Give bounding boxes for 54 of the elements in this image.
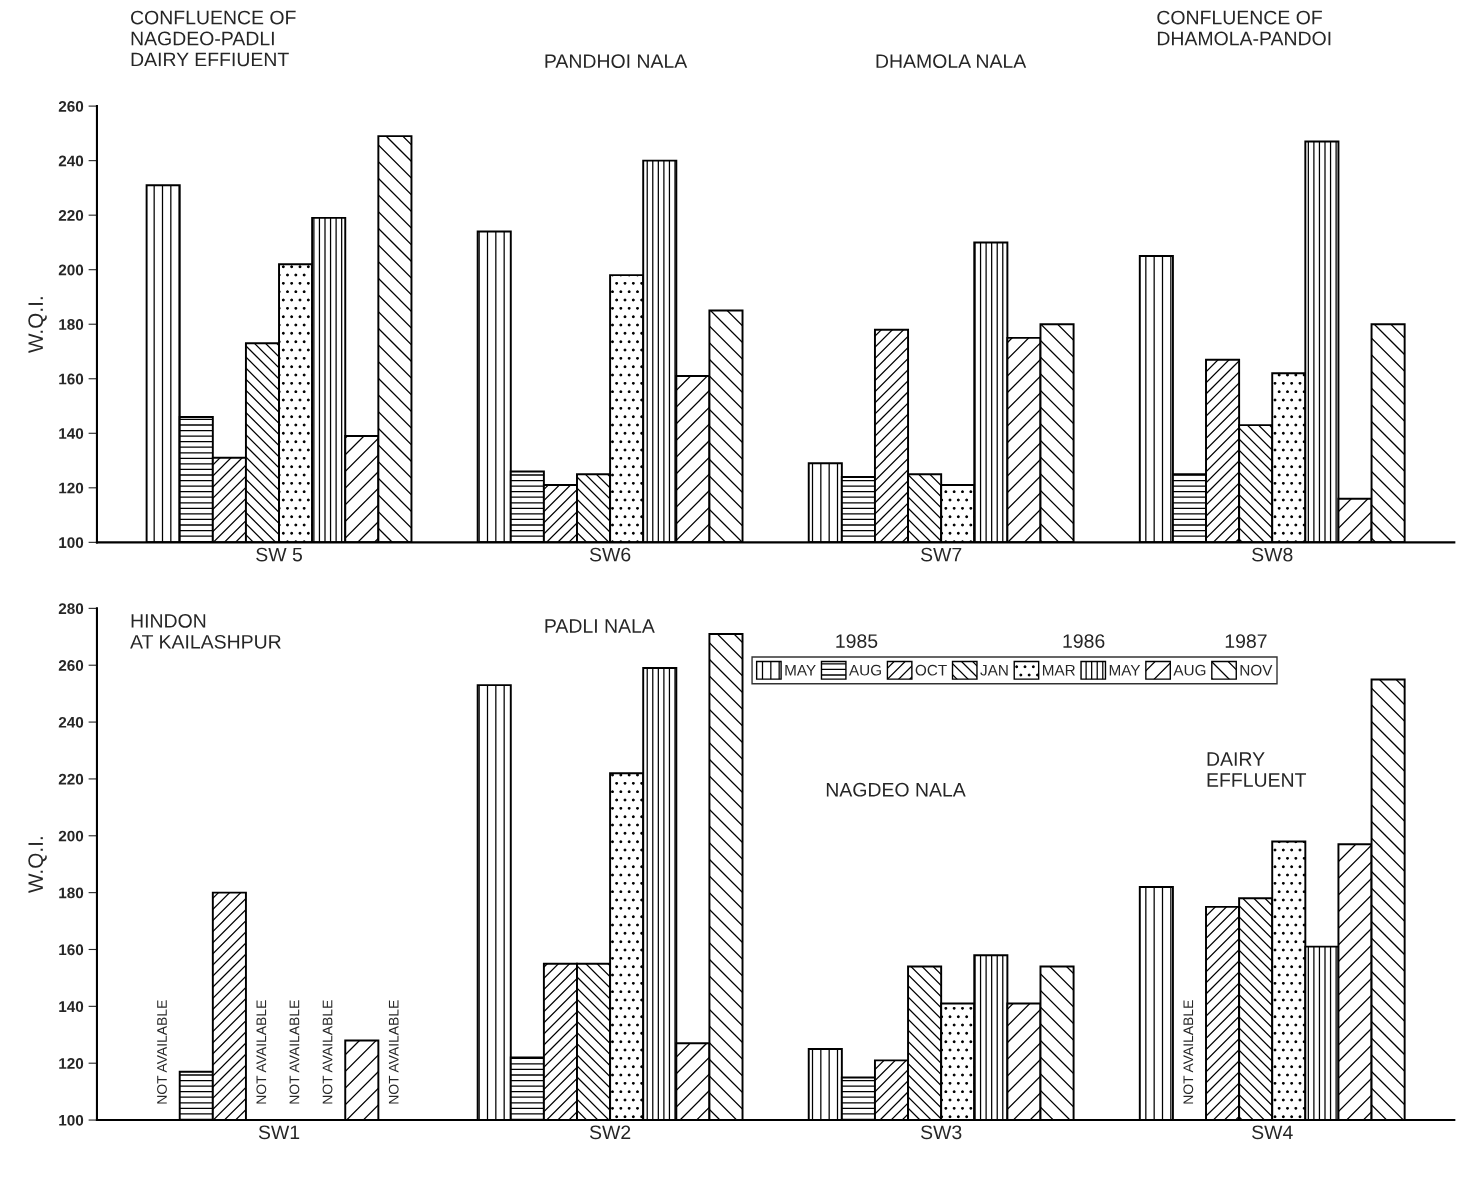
y-tick-label: 240 xyxy=(58,155,84,167)
text: CONFLUENCE OF DHAMOLA-PANDOI xyxy=(1157,10,1331,46)
text: DHAMOLA NALA xyxy=(876,54,1027,69)
annotation: 1985 xyxy=(836,634,878,648)
y-tick-label: 100 xyxy=(59,1114,84,1126)
x-tick-label: SW2 xyxy=(589,1125,631,1140)
y-tick-label: 160 xyxy=(59,944,84,956)
annotation: NAGDEO NALA xyxy=(826,782,966,797)
text: NOT AVAILABLE xyxy=(157,1000,167,1104)
annotation: 1986 xyxy=(1063,634,1105,648)
text: NOT AVAILABLE xyxy=(1183,1000,1194,1104)
y-tick-label: 120 xyxy=(59,482,84,494)
x-tick-label: SW 5 xyxy=(256,547,302,562)
text: NOT AVAILABLE xyxy=(388,1000,399,1104)
y-tick-label: 280 xyxy=(58,603,84,615)
y-tick-label: 260 xyxy=(58,660,84,671)
legend-label: MAY xyxy=(785,664,816,676)
legend-label: OCT xyxy=(915,664,947,676)
y-tick-label: 100 xyxy=(59,537,84,549)
y-tick-label: 240 xyxy=(58,716,84,728)
annotation: HINDON AT KAILASHPUR xyxy=(130,613,281,649)
legend-label: JAN xyxy=(980,664,1008,676)
legend-label: NOV xyxy=(1240,664,1273,676)
y-tick-label: 140 xyxy=(59,428,84,439)
text: NOT AVAILABLE xyxy=(256,1000,267,1104)
x-tick-label: SW1 xyxy=(258,1125,300,1140)
y-tick-label: 200 xyxy=(58,264,84,276)
legend-label: MAR xyxy=(1042,664,1075,676)
text: NOT AVAILABLE xyxy=(289,1000,300,1104)
text: PANDHOI NALA xyxy=(545,54,688,69)
x-tick-label: SW6 xyxy=(589,547,631,562)
x-tick-label: SW8 xyxy=(1252,547,1293,562)
y-tick-label: 160 xyxy=(59,373,84,385)
legend-label: AUG xyxy=(849,664,881,676)
text: NOT AVAILABLE xyxy=(322,1000,333,1104)
y-tick-label: 220 xyxy=(58,773,84,785)
x-tick-label: SW3 xyxy=(920,1125,962,1140)
y-tick-label: 180 xyxy=(59,887,84,899)
legend-label: AUG xyxy=(1173,664,1206,676)
y-tick-label: 120 xyxy=(59,1058,84,1069)
y-tick-label: 200 xyxy=(58,830,84,842)
x-tick-label: SW4 xyxy=(1252,1125,1293,1140)
y-axis-title: W.Q.I. xyxy=(28,837,47,894)
y-tick-label: 260 xyxy=(58,100,84,112)
y-axis-title: W.Q.I. xyxy=(28,297,47,354)
annotation: 1987 xyxy=(1225,634,1267,648)
x-tick-label: SW7 xyxy=(920,547,962,562)
annotation: PADLI NALA xyxy=(545,619,655,633)
text: CONFLUENCE OF NAGDEO-PADLI DAIRY EFFIUENT xyxy=(131,10,296,67)
y-tick-label: 180 xyxy=(59,319,84,330)
annotation: DAIRY EFFLUENT xyxy=(1207,752,1307,787)
y-tick-label: 140 xyxy=(59,1001,84,1013)
y-tick-label: 220 xyxy=(58,210,84,221)
legend-label: MAY xyxy=(1109,664,1141,676)
